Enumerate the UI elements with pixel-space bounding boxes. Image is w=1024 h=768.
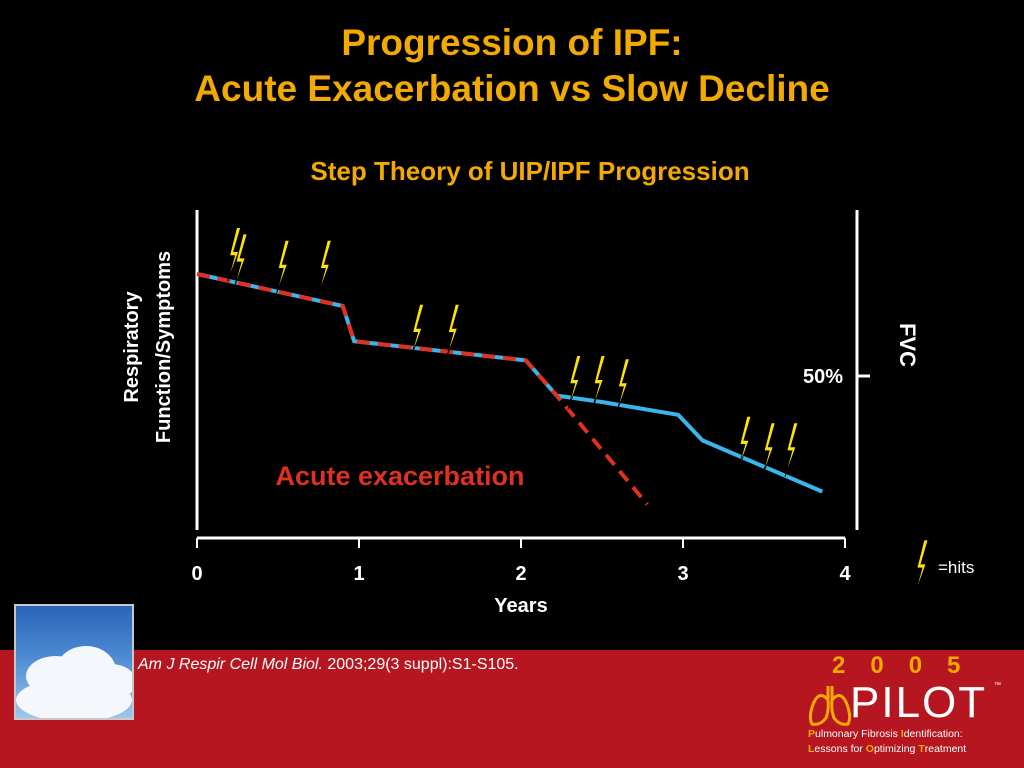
tagline-line-2: Lessons for Optimizing Treatment <box>808 742 966 757</box>
lightning-bolt-icon <box>233 233 248 289</box>
hit-marker <box>784 422 799 477</box>
y-axis-label-line-1: Respiratory <box>121 291 143 403</box>
logo-wordmark: PILOT <box>850 678 988 727</box>
x-tick-label: 1 <box>353 563 364 585</box>
hits-legend-marker <box>914 539 929 595</box>
citation-details: 2003;29(3 suppl):S1-S105. <box>322 656 519 673</box>
lightning-bolt-icon <box>737 415 752 471</box>
tagline-initial: P <box>808 728 816 740</box>
lightning-bolt-icon <box>761 422 776 477</box>
pilot-logo: PILOT ™ <box>808 678 1008 728</box>
logo-year: 2005 <box>832 652 986 679</box>
hit-marker <box>410 303 425 359</box>
logo-tagline: Pulmonary Fibrosis Identification: Lesso… <box>808 727 966 757</box>
chart-subtitle: Step Theory of UIP/IPF Progression <box>310 156 750 186</box>
right-tick-label: 50% <box>803 366 843 388</box>
hit-marker <box>317 239 332 295</box>
hit-marker <box>616 358 630 413</box>
hit-marker <box>567 355 582 410</box>
lightning-bolt-icon <box>445 303 460 359</box>
x-tick-label: 4 <box>839 563 851 585</box>
tagline-text: ulmonary Fibrosis <box>815 728 901 740</box>
tagline-text: reatment <box>924 743 967 755</box>
hit-marker <box>275 239 290 295</box>
x-tick-label: 2 <box>515 563 526 585</box>
lightning-bolt-icon <box>410 303 425 359</box>
citation: Am J Respir Cell Mol Biol. 2003;29(3 sup… <box>138 656 519 674</box>
right-axis-label: FVC <box>895 323 920 367</box>
x-tick-label: 0 <box>191 563 202 585</box>
lightning-bolt-icon <box>275 239 290 295</box>
hit-marker <box>737 415 752 471</box>
tagline-text: essons for <box>814 743 866 755</box>
hit-marker <box>445 303 460 359</box>
lungs-icon <box>808 686 852 726</box>
slide-title: Progression of IPF: Acute Exacerbation v… <box>0 20 1024 112</box>
lightning-bolt-icon <box>227 227 242 282</box>
lightning-bolt-icon <box>914 539 929 595</box>
tagline-initial: I <box>900 728 904 740</box>
citation-journal: Am J Respir Cell Mol Biol. <box>138 656 323 673</box>
acute-exacerbation-label: Acute exacerbation <box>275 461 524 491</box>
tagline-initial: L <box>808 743 815 755</box>
series-line-slow-decline <box>196 272 824 494</box>
lightning-bolt-icon <box>591 355 606 410</box>
cloud-shape <box>86 664 132 700</box>
hit-marker <box>227 227 242 282</box>
lightning-bolt-icon <box>616 358 630 413</box>
y-axis-label-line-2: Function/Symptoms <box>153 251 175 443</box>
lightning-bolt-icon <box>567 355 582 410</box>
hit-marker <box>233 233 248 289</box>
lightning-bolt-icon <box>784 422 799 477</box>
x-axis-label: Years <box>494 595 547 617</box>
tagline-line-1: Pulmonary Fibrosis Identification: <box>808 727 966 742</box>
tagline-initial: O <box>865 743 874 755</box>
tagline-text: ptimizing <box>873 743 919 755</box>
hits-legend-label: =hits <box>938 558 974 577</box>
series-line-acute-exacerbation <box>196 272 649 506</box>
x-tick-label: 3 <box>677 563 688 585</box>
title-line-2: Acute Exacerbation vs Slow Decline <box>194 68 830 109</box>
hit-marker <box>761 422 776 477</box>
tagline-initial: T <box>918 743 925 755</box>
hit-marker <box>591 355 606 410</box>
trademark-symbol: ™ <box>994 682 1001 689</box>
title-line-1: Progression of IPF: <box>341 22 683 63</box>
sky-thumbnail <box>14 604 134 720</box>
lightning-bolt-icon <box>317 239 332 295</box>
footer-band <box>0 650 1024 768</box>
tagline-text: dentification: <box>903 728 963 740</box>
